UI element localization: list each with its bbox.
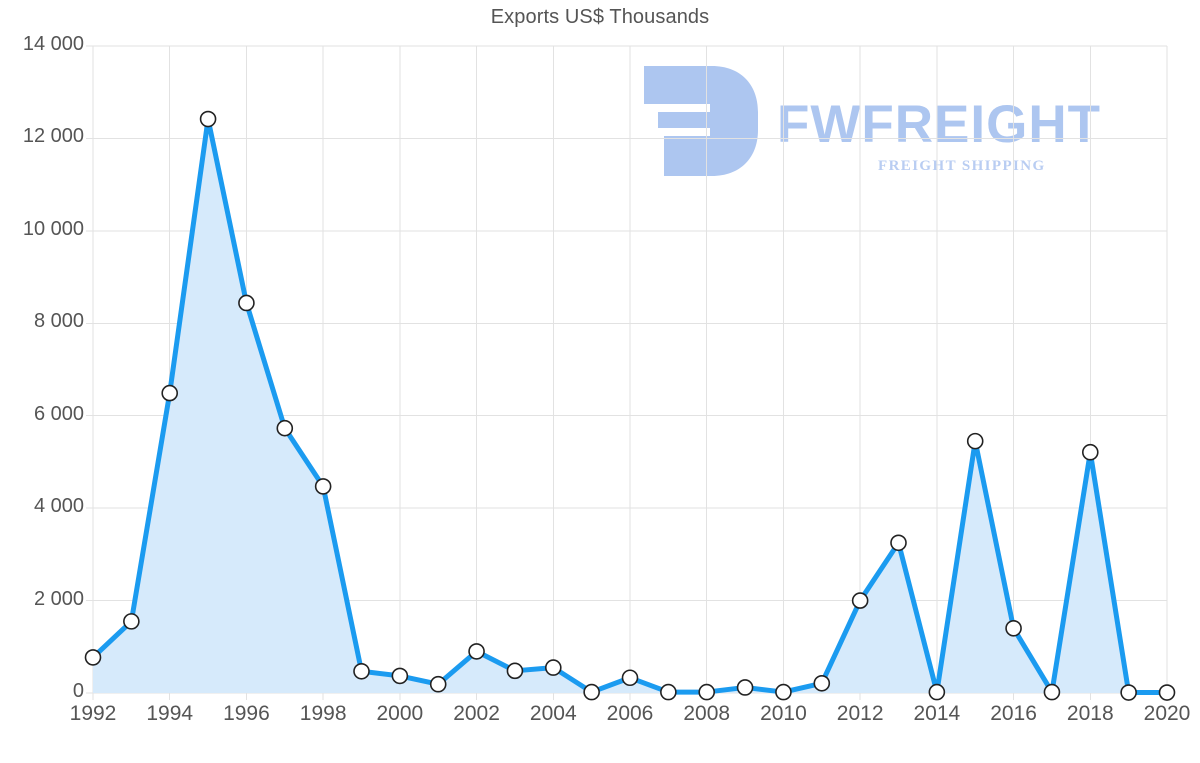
y-axis-tick-label: 0 — [72, 680, 84, 702]
x-axis-tick-label: 2014 — [913, 702, 961, 725]
x-axis-tick-label: 2010 — [760, 702, 807, 725]
x-axis-tick-label: 2020 — [1143, 702, 1191, 725]
y-axis: 0 2 000 4 000 6 000 8 000 10 000 12 000 14 000 — [0, 0, 84, 763]
x-axis-tick-label: 2004 — [529, 702, 577, 725]
x-axis-tick-label: 2008 — [683, 702, 731, 725]
data-markers — [84, 110, 1176, 701]
x-axis-tick-label: 1994 — [146, 702, 194, 725]
y-axis-tick-label: 8 000 — [33, 310, 84, 333]
x-axis-tick-label: 2016 — [990, 702, 1037, 725]
y-axis-tick-label: 14 000 — [22, 33, 84, 55]
chart-title: Exports US$ Thousands — [490, 6, 710, 28]
x-axis-tick-label: 2018 — [1066, 702, 1114, 725]
x-axis-tick-label: 2002 — [453, 702, 500, 725]
x-axis-tick-label: 1996 — [223, 702, 270, 725]
x-axis-tick-label: 2006 — [606, 702, 654, 725]
x-axis-tick-label: 2012 — [836, 702, 884, 725]
x-axis-tick-label: 2000 — [376, 702, 424, 725]
y-axis-tick-label: 10 000 — [22, 217, 84, 240]
x-axis-tick-label: 1992 — [69, 702, 117, 725]
y-axis-tick-label: 2 000 — [33, 587, 84, 610]
y-axis-tick-label: 4 000 — [33, 495, 84, 518]
y-axis-tick-label: 6 000 — [33, 402, 84, 425]
x-axis-tick-label: 1998 — [299, 702, 347, 725]
y-axis-tick-label: 12 000 — [22, 125, 84, 148]
